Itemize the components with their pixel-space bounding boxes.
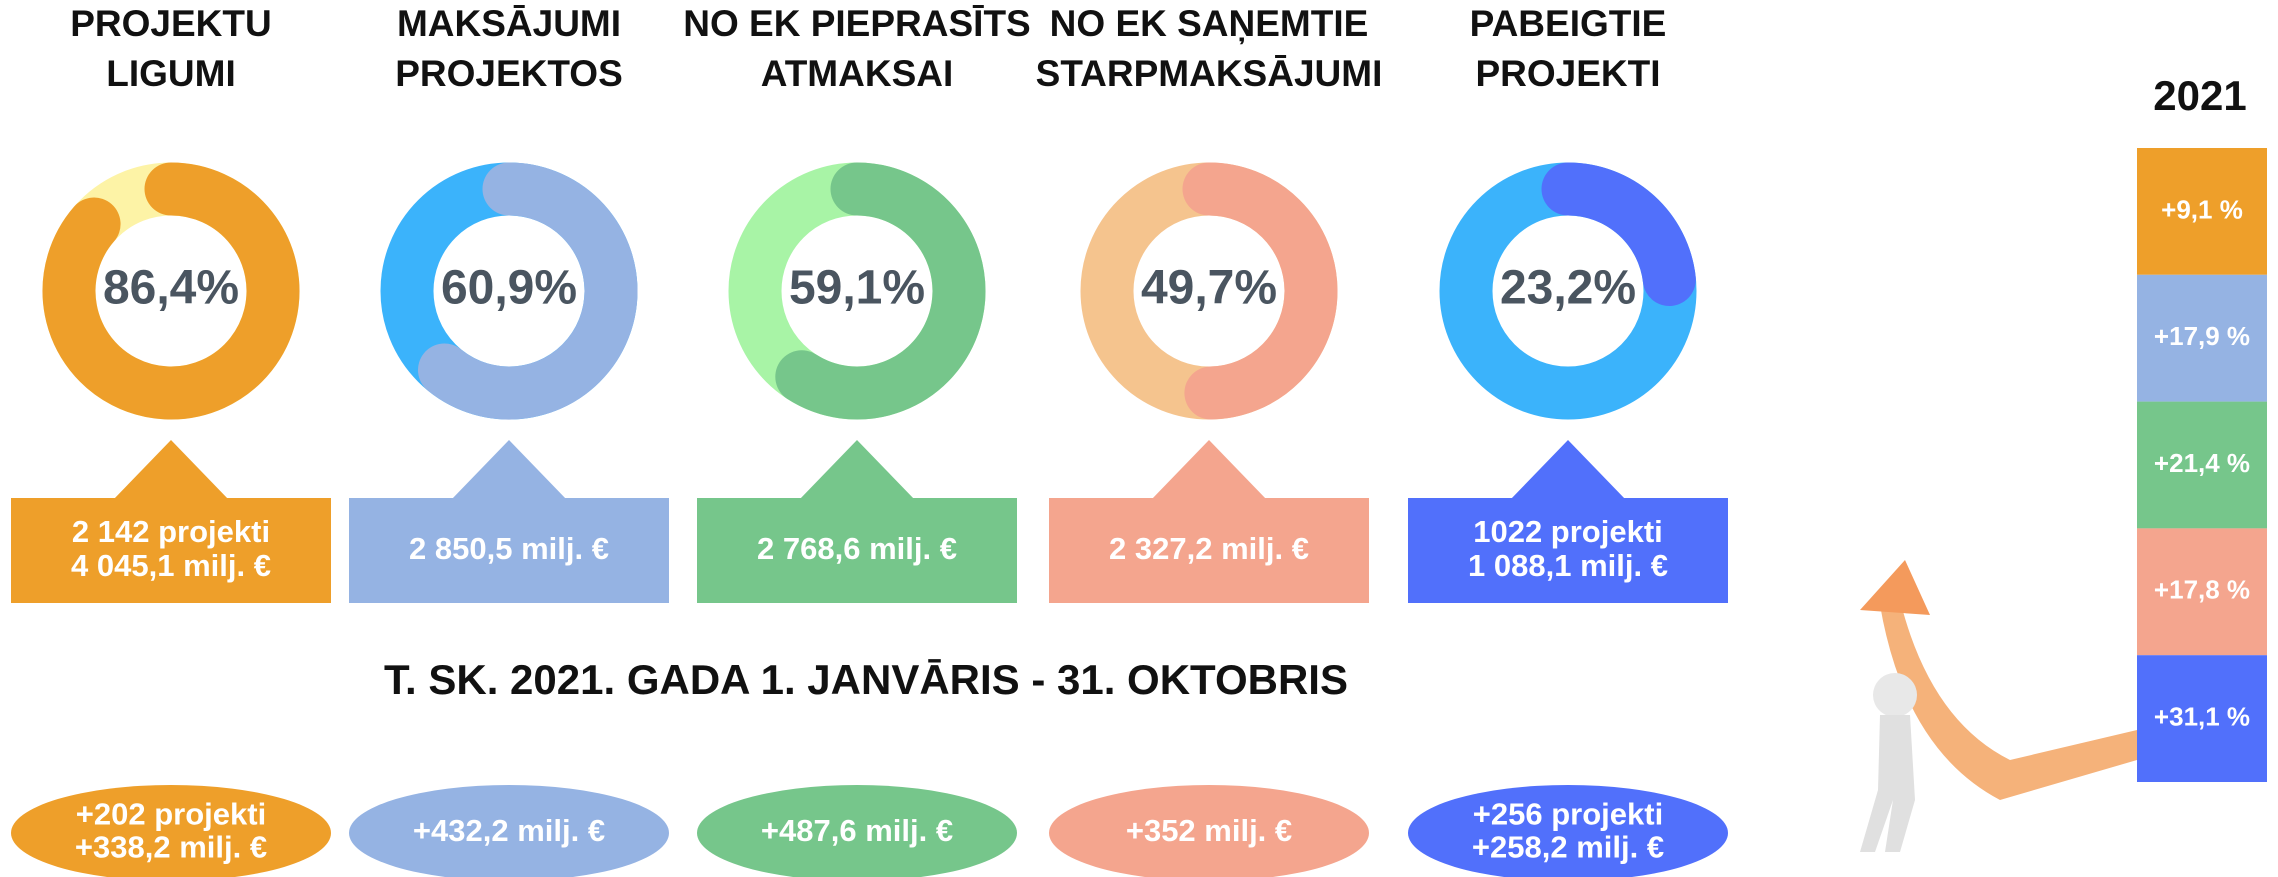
card-title: PABEIGTIE — [1470, 3, 1667, 44]
percent-label: 49,7% — [1141, 262, 1277, 315]
callout-text: 1022 projekti — [1473, 514, 1663, 549]
card-title: NO EK PIEPRASĪTS — [683, 3, 1030, 44]
percent-label: 60,9% — [441, 262, 577, 315]
year-change-label: +9,1 % — [2161, 194, 2243, 224]
callout-text: 4 045,1 milj. € — [71, 548, 271, 583]
change-text: +256 projekti — [1473, 797, 1663, 832]
year-label: 2021 — [2153, 72, 2246, 119]
card-title: ATMAKSAI — [761, 53, 954, 94]
year-change-label: +21,4 % — [2154, 448, 2250, 478]
card-title: MAKSĀJUMI — [397, 3, 621, 44]
arrow-head — [1860, 560, 1930, 615]
infographic: T. SK. 2021. GADA 1. JANVĀRIS - 31. OKTO… — [0, 0, 2278, 877]
change-text: +432,2 milj. € — [413, 813, 605, 848]
callout-text: 2 142 projekti — [72, 514, 270, 549]
percent-label: 59,1% — [789, 262, 925, 315]
year-change-label: +31,1 % — [2154, 701, 2250, 731]
callout-text: 1 088,1 milj. € — [1468, 548, 1668, 583]
callout-pointer — [1510, 440, 1626, 500]
card-title: STARPMAKSĀJUMI — [1036, 53, 1383, 94]
card-title: LIGUMI — [106, 53, 235, 94]
callout-pointer — [1151, 440, 1267, 500]
callout-text: 2 768,6 milj. € — [757, 531, 957, 566]
figure-body — [1860, 715, 1915, 852]
change-text: +487,6 milj. € — [761, 813, 953, 848]
percent-label: 23,2% — [1500, 262, 1636, 315]
growth-arrow — [1880, 600, 2137, 800]
card-title: PROJEKTI — [1475, 53, 1660, 94]
card-title: NO EK SAŅEMTIE — [1050, 3, 1369, 45]
illustration — [1860, 560, 2137, 852]
figure-head — [1873, 673, 1917, 717]
card-title: PROJEKTOS — [395, 53, 623, 94]
callout-pointer — [113, 440, 229, 500]
change-text: +202 projekti — [76, 797, 266, 832]
change-text: +352 milj. € — [1126, 813, 1292, 848]
card-title: PROJEKTU — [70, 3, 271, 44]
change-text: +258,2 milj. € — [1472, 830, 1664, 865]
period-heading: T. SK. 2021. GADA 1. JANVĀRIS - 31. OKTO… — [384, 656, 1348, 703]
callout-pointer — [799, 440, 915, 500]
callout-pointer — [451, 440, 567, 500]
change-text: +338,2 milj. € — [75, 830, 267, 865]
callout-text: 2 327,2 milj. € — [1109, 531, 1309, 566]
year-change-label: +17,8 % — [2154, 575, 2250, 605]
callout-text: 2 850,5 milj. € — [409, 531, 609, 566]
year-change-label: +17,9 % — [2154, 321, 2250, 351]
percent-label: 86,4% — [103, 262, 239, 315]
